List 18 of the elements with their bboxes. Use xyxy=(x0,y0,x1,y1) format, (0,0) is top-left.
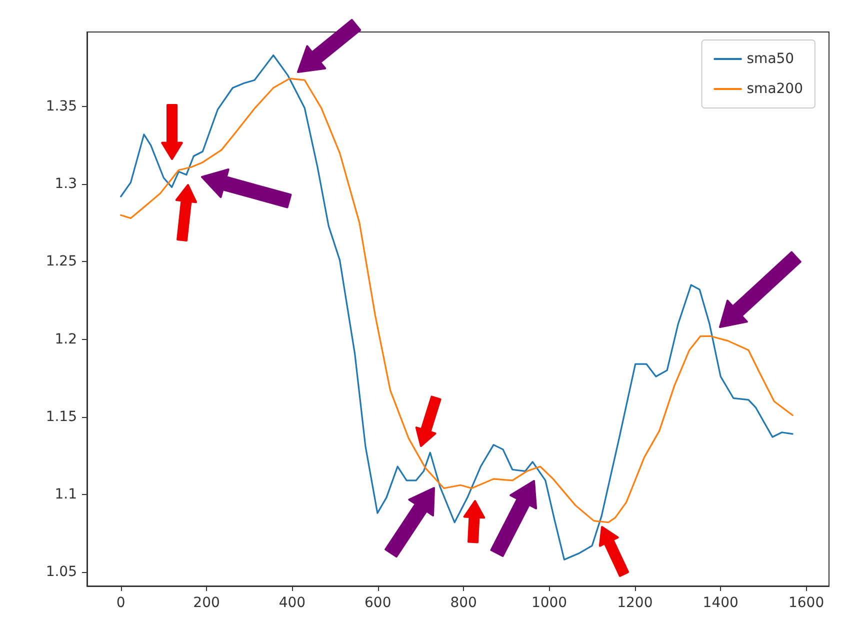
legend-label: sma200 xyxy=(746,81,803,97)
x-tick-label: 1000 xyxy=(531,595,568,611)
x-tick-label: 600 xyxy=(364,595,392,611)
y-tick-label: 1.35 xyxy=(46,98,77,114)
y-tick-label: 1.3 xyxy=(54,176,77,192)
x-tick-label: 1600 xyxy=(788,595,824,611)
y-tick-label: 1.15 xyxy=(46,408,77,425)
x-tick-label: 1400 xyxy=(702,595,738,611)
x-tick-label: 200 xyxy=(193,595,220,611)
y-tick-label: 1.05 xyxy=(46,564,77,580)
x-tick-label: 1200 xyxy=(617,595,653,611)
y-tick-label: 1.2 xyxy=(54,331,77,348)
y-tick-label: 1.25 xyxy=(46,254,77,270)
y-tick-label: 1.1 xyxy=(54,486,77,502)
x-tick-label: 800 xyxy=(450,595,477,611)
legend-label: sma50 xyxy=(746,51,794,67)
x-tick-label: 400 xyxy=(278,595,306,611)
x-tick-label: 0 xyxy=(116,595,126,611)
